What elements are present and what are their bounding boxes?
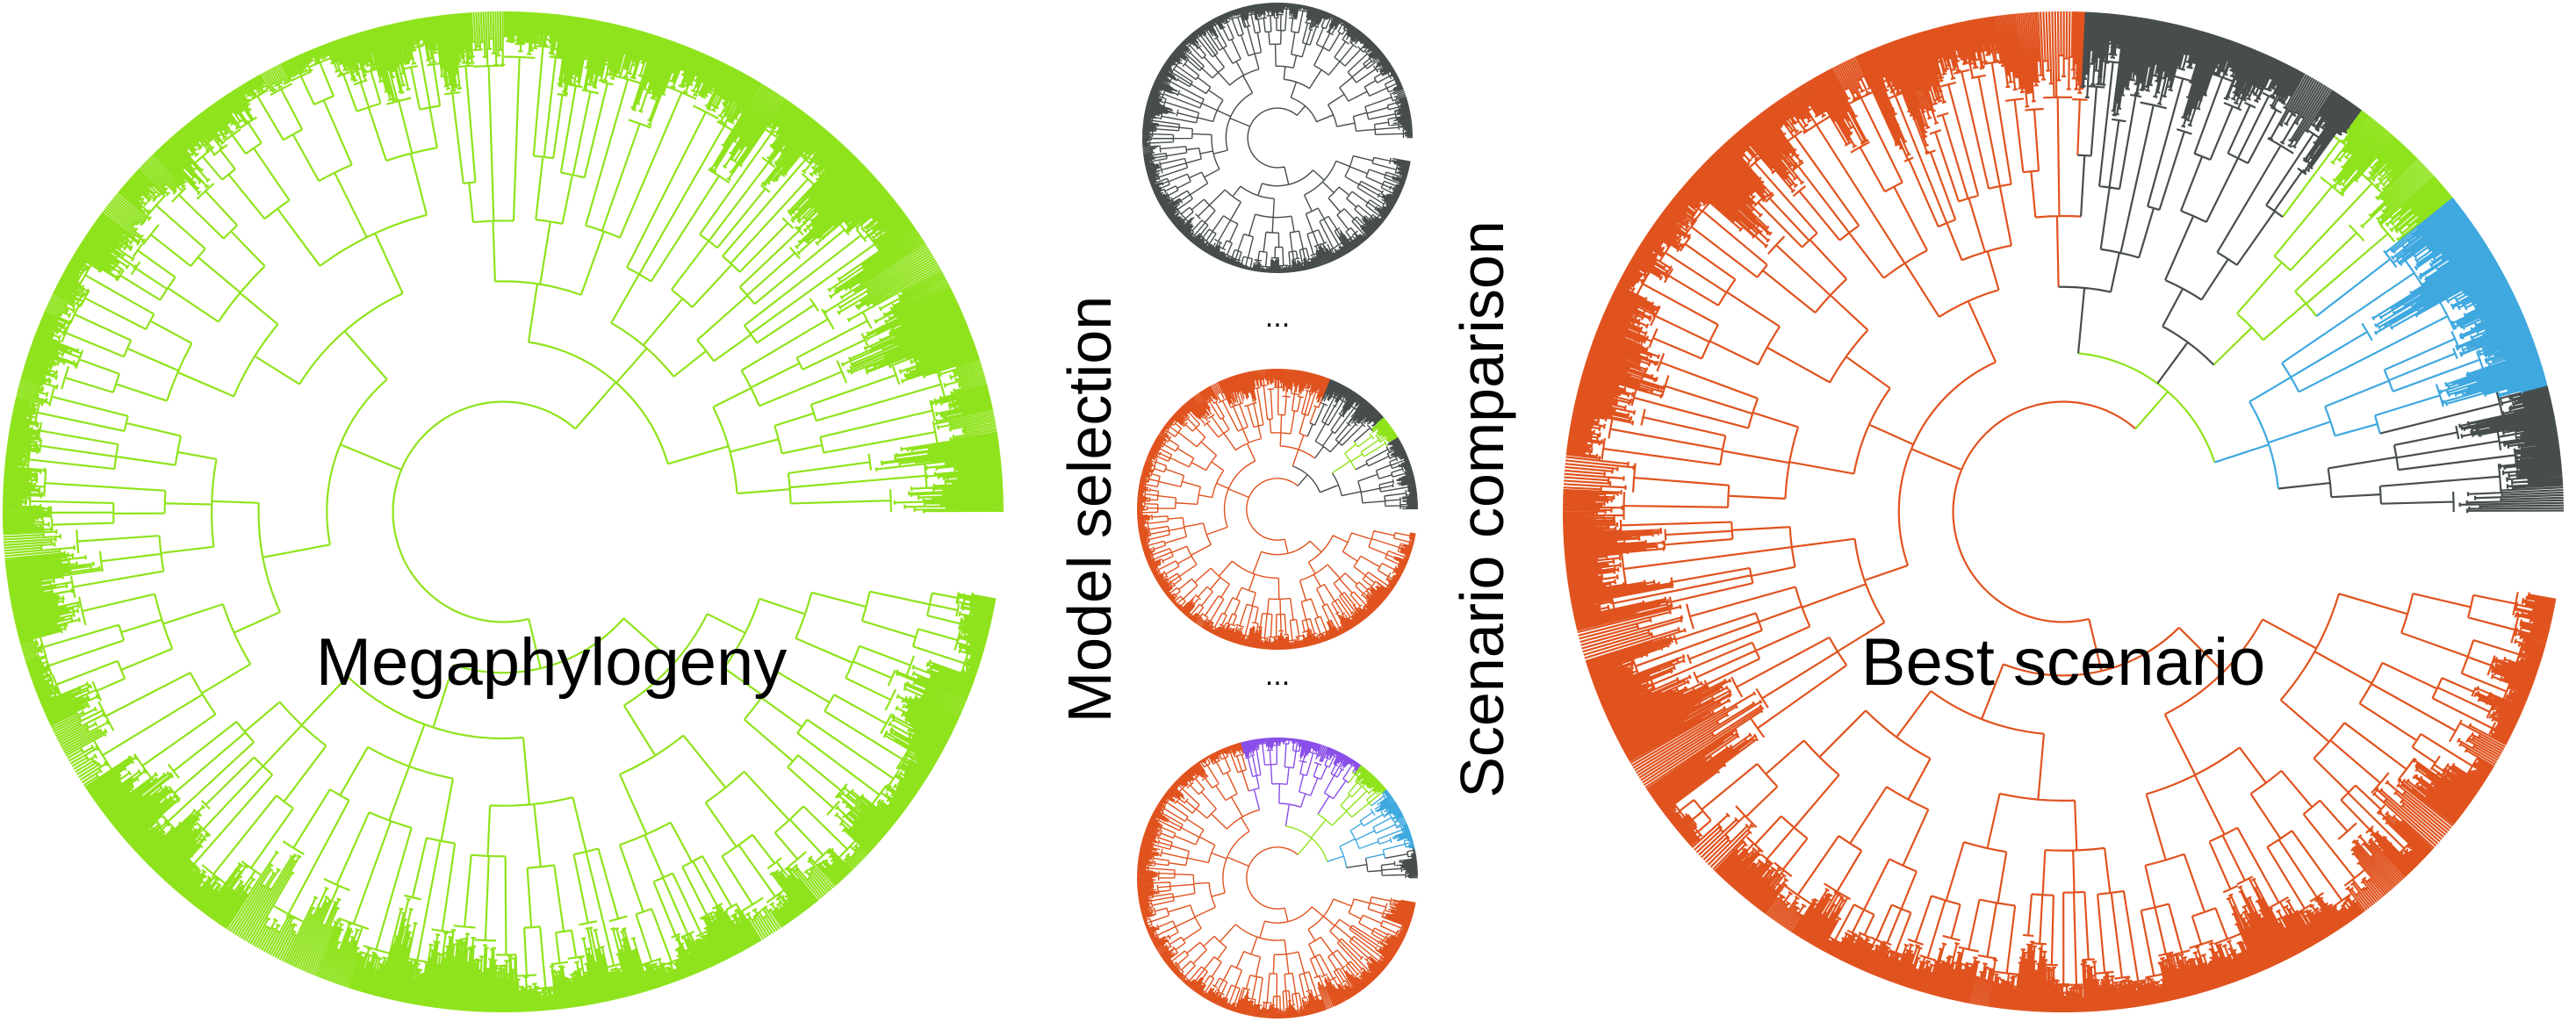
model-selection-label: Model selection — [1055, 296, 1124, 723]
ellipsis-bottom: ... — [1265, 659, 1290, 692]
tree-branches — [1331, 417, 1399, 474]
tree-branches — [2214, 197, 2548, 489]
ellipsis-top: ... — [1265, 300, 1290, 334]
best-scenario-label: Best scenario — [1861, 625, 2265, 700]
tree-branches — [2077, 109, 2453, 463]
megaphylogeny-label: Megaphylogeny — [316, 625, 788, 700]
tree-branches — [1136, 742, 1416, 1019]
tree-branches — [1136, 368, 1416, 651]
scenario-comparison-label: Scenario comparison — [1448, 220, 1516, 798]
model-tree-2 — [1136, 368, 1419, 651]
tree-branches — [1327, 789, 1415, 868]
tree-branches — [1562, 11, 2557, 1013]
megaphylogeny-tree — [2, 11, 1004, 1013]
tree-branches — [1346, 846, 1419, 879]
model-tree-3 — [1136, 737, 1419, 1019]
tree-branches — [1292, 378, 1419, 510]
tree-branches — [1141, 2, 1414, 273]
tree-branches — [2058, 11, 2565, 514]
tree-branches — [1241, 737, 1362, 827]
model-tree-1 — [1141, 2, 1414, 273]
tree-branches — [2, 11, 1004, 1013]
tree-branches — [1285, 765, 1387, 862]
best-scenario-tree — [1562, 11, 2565, 1013]
